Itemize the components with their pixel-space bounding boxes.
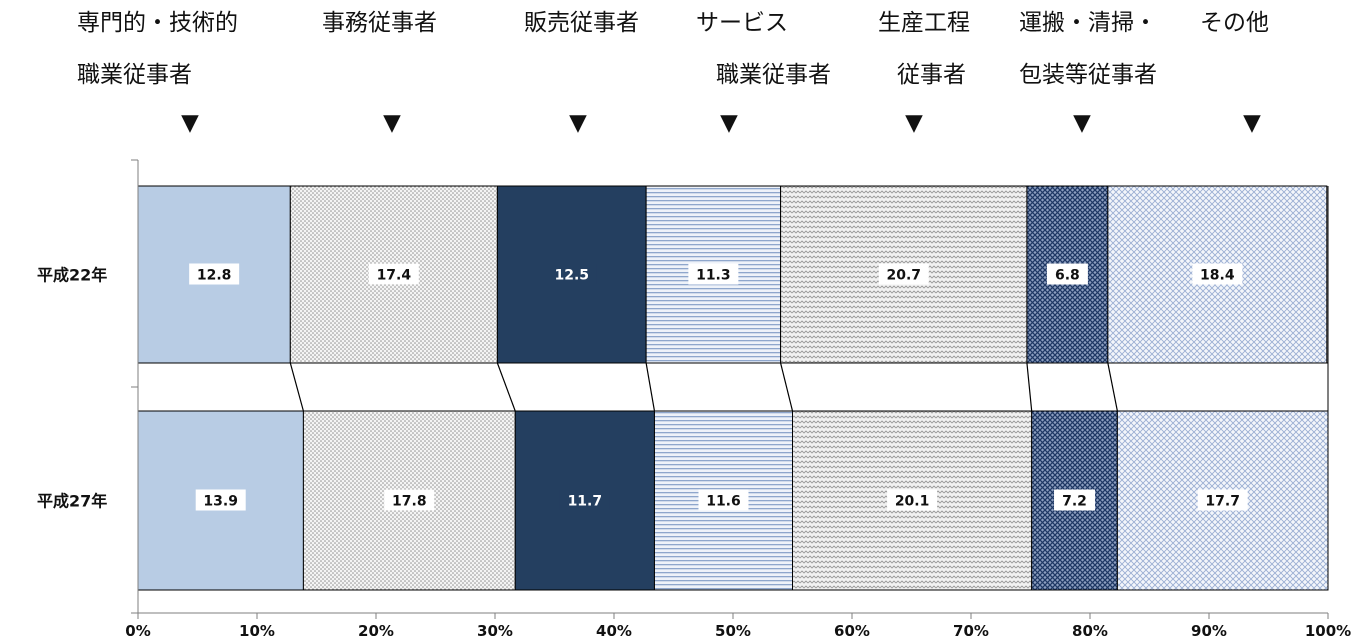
axes: 0% 10% 20% 30% 40% 50% 60% 70% 80% 90% 100% 平成22年平成… [37,159,1351,640]
x-tick-label: 20% [358,622,394,640]
value-label: 17.7 [1205,494,1240,510]
down-triangle-icon: ▼ [569,110,587,136]
connector-line [289,362,304,412]
value-label-bg [559,489,610,511]
category-header-label: 事務従事者 [322,10,437,36]
x-tick-label: 50% [715,622,751,640]
x-tick-label: 30% [477,622,513,640]
category-header-label: 生産工程 [878,10,970,36]
x-tick-label: 90% [1191,622,1227,640]
category-header-label: サービス [696,10,788,36]
value-label-bg [1192,263,1243,285]
category-header-label: 専門的・技術的 [77,10,238,36]
value-label-bg [688,263,739,285]
value-label-bg [368,263,419,285]
value-label: 20.1 [895,494,930,510]
x-tick-label: 80% [1072,622,1108,640]
x-tick-label: 70% [953,622,989,640]
down-triangle-icon: ▼ [383,110,401,136]
value-label: 20.7 [886,268,921,284]
value-label-bg [887,489,938,511]
category-header-label: 販売従事者 [524,10,639,36]
value-label: 12.8 [197,268,232,284]
value-label: 11.7 [568,494,603,510]
value-label: 11.3 [696,268,731,284]
value-label: 12.5 [554,268,589,284]
connector-line [645,362,656,412]
x-tick-label: 100% [1305,622,1351,640]
connector-line [496,362,516,412]
down-triangle-icon: ▼ [720,110,738,136]
category-header-label: 職業従事者 [716,62,831,88]
value-label-bg [1046,263,1088,285]
connector-line [780,362,794,412]
value-label-bg [1197,489,1248,511]
x-tick-label: 60% [834,622,870,640]
value-label: 11.6 [706,494,741,510]
category-header-label: その他 [1200,10,1269,36]
category-header-label: 従事者 [897,62,966,88]
value-label: 7.2 [1062,494,1087,510]
value-label: 18.4 [1200,268,1235,284]
category-header-label: 包装等従事者 [1019,62,1157,88]
category-label: 平成22年 [37,266,107,285]
category-label: 平成27年 [37,492,107,511]
value-label: 13.9 [203,494,238,510]
value-label: 6.8 [1055,268,1080,284]
category-header-label: 職業従事者 [77,62,192,88]
down-triangle-icon: ▼ [181,110,199,136]
category-header: 専門的・技術的職業従事者▼事務従事者▼販売従事者▼サービス職業従事者▼生産工程従… [77,10,1269,136]
value-label-bg [384,489,435,511]
down-triangle-icon: ▼ [1073,110,1091,136]
down-triangle-icon: ▼ [905,110,923,136]
value-label-bg [698,489,749,511]
x-tick-label: 40% [596,622,632,640]
x-tick-label: 10% [239,622,275,640]
value-label-bg [878,263,929,285]
value-label: 17.8 [392,494,427,510]
value-label-bg [189,263,240,285]
down-triangle-icon: ▼ [1243,110,1261,136]
value-label-bg [195,489,246,511]
connector-line [1107,362,1118,412]
category-header-label: 運搬・清掃・ [1019,10,1157,36]
value-label: 17.4 [377,268,412,284]
connector-line [1026,362,1033,412]
x-tick-label: 0% [125,622,150,640]
bar-segments: 12.8 17.4 12.5 11.3 20.7 6.8 18.4 13.9 17.8 11.7 1… [137,185,1329,591]
value-label-bg [546,263,597,285]
value-label-bg [1054,489,1096,511]
